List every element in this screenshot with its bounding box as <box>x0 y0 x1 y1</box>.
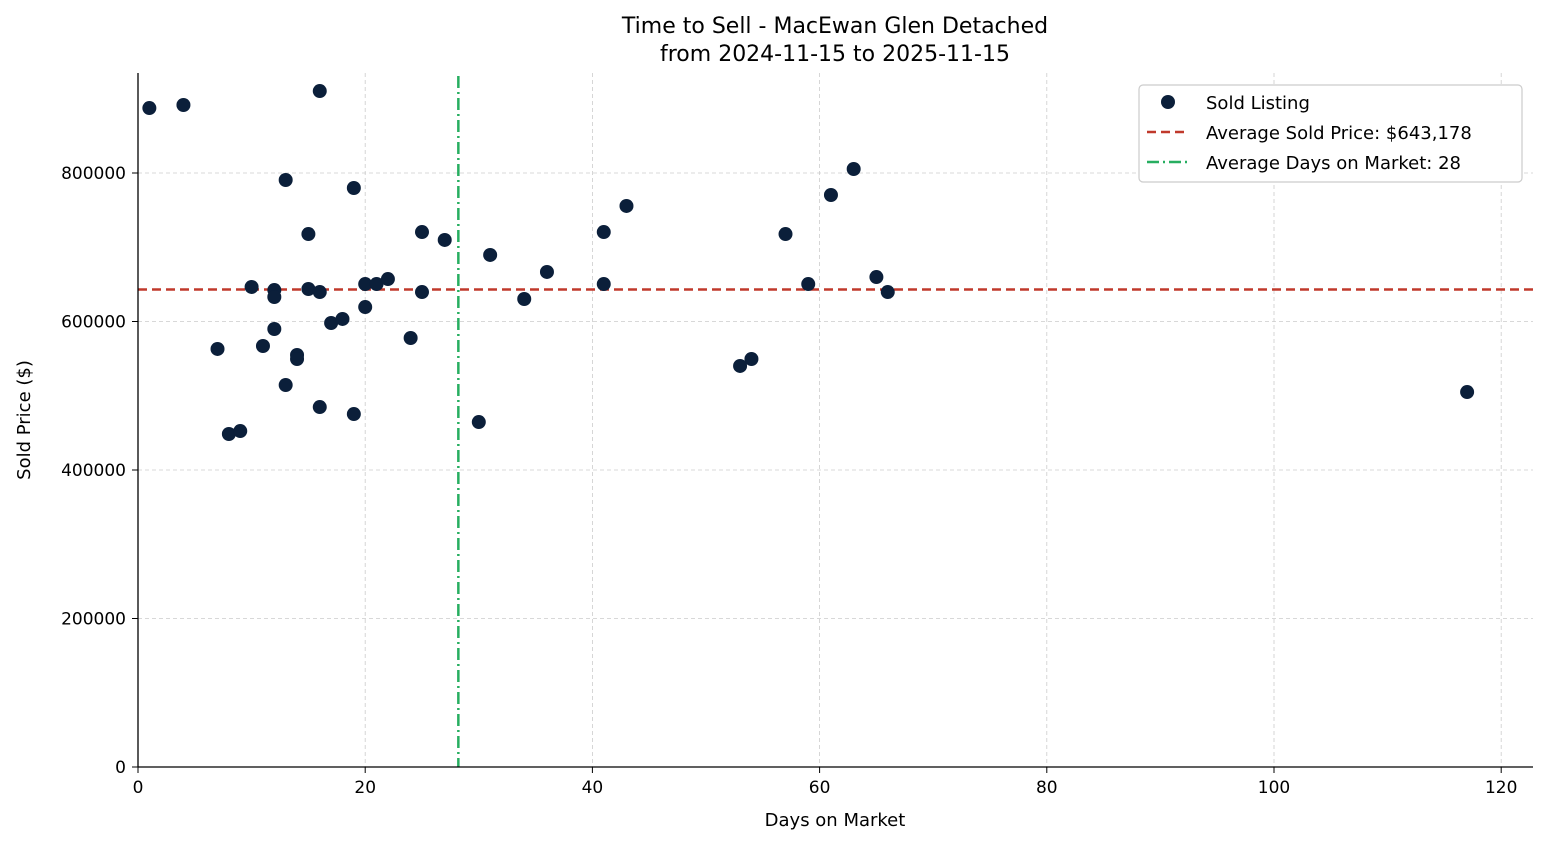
y-tick-label: 600000 <box>61 313 126 333</box>
data-point <box>346 181 361 196</box>
legend-label-avg-days: Average Days on Market: 28 <box>1206 153 1461 174</box>
data-point <box>403 330 418 345</box>
legend-box <box>1138 84 1523 183</box>
data-point <box>414 285 429 300</box>
data-point <box>176 98 191 113</box>
y-axis-label: Sold Price ($) <box>14 360 35 480</box>
data-point <box>801 277 816 292</box>
data-point <box>312 285 327 300</box>
data-point <box>778 227 793 242</box>
data-point <box>823 187 838 202</box>
data-point <box>221 426 236 441</box>
data-point <box>278 172 293 187</box>
legend-marker-points <box>1161 95 1175 109</box>
data-point <box>290 352 305 367</box>
data-point <box>233 424 248 439</box>
data-point <box>346 407 361 422</box>
data-point <box>733 358 748 373</box>
data-point <box>358 277 373 292</box>
x-tick-label: 0 <box>133 778 144 798</box>
data-point <box>471 415 486 430</box>
data-point <box>539 264 554 279</box>
data-point <box>596 225 611 240</box>
data-point <box>483 247 498 262</box>
data-point <box>267 322 282 337</box>
data-point <box>301 227 316 242</box>
data-point <box>596 277 611 292</box>
data-point <box>324 315 339 330</box>
x-tick-label: 40 <box>582 778 604 798</box>
data-point <box>267 290 282 305</box>
data-point <box>414 225 429 240</box>
legend-label-avg-price: Average Sold Price: $643,178 <box>1206 123 1472 144</box>
data-point <box>744 352 759 367</box>
data-point <box>335 311 350 326</box>
chart-subtitle: from 2024-11-15 to 2025-11-15 <box>660 42 1010 67</box>
data-point <box>517 292 532 307</box>
data-point <box>301 281 316 296</box>
x-tick-label: 60 <box>809 778 831 798</box>
data-point <box>210 341 225 356</box>
data-point <box>437 232 452 247</box>
legend-label-points: Sold Listing <box>1206 93 1310 114</box>
data-point <box>369 277 384 292</box>
data-point <box>619 198 634 213</box>
y-tick-label: 200000 <box>61 610 126 630</box>
data-point <box>846 162 861 177</box>
data-point <box>869 270 884 285</box>
x-tick-label: 20 <box>354 778 376 798</box>
data-point <box>1460 385 1475 400</box>
x-tick-label: 120 <box>1485 778 1517 798</box>
chart-title: Time to Sell - MacEwan Glen Detached <box>621 14 1048 39</box>
x-tick-label: 80 <box>1036 778 1058 798</box>
data-point <box>312 84 327 99</box>
y-tick-label: 800000 <box>61 164 126 184</box>
legend: Sold Listing Average Sold Price: $643,17… <box>1138 84 1523 183</box>
data-point <box>880 285 895 300</box>
data-point <box>278 377 293 392</box>
x-tick-label: 100 <box>1258 778 1290 798</box>
x-axis-label: Days on Market <box>765 810 906 831</box>
data-point <box>380 272 395 287</box>
y-tick-label: 400000 <box>61 461 126 481</box>
data-point <box>358 300 373 315</box>
data-point <box>142 101 157 116</box>
data-point <box>244 279 259 294</box>
y-tick-label: 0 <box>115 758 126 778</box>
data-point <box>312 400 327 415</box>
data-point <box>255 339 270 354</box>
